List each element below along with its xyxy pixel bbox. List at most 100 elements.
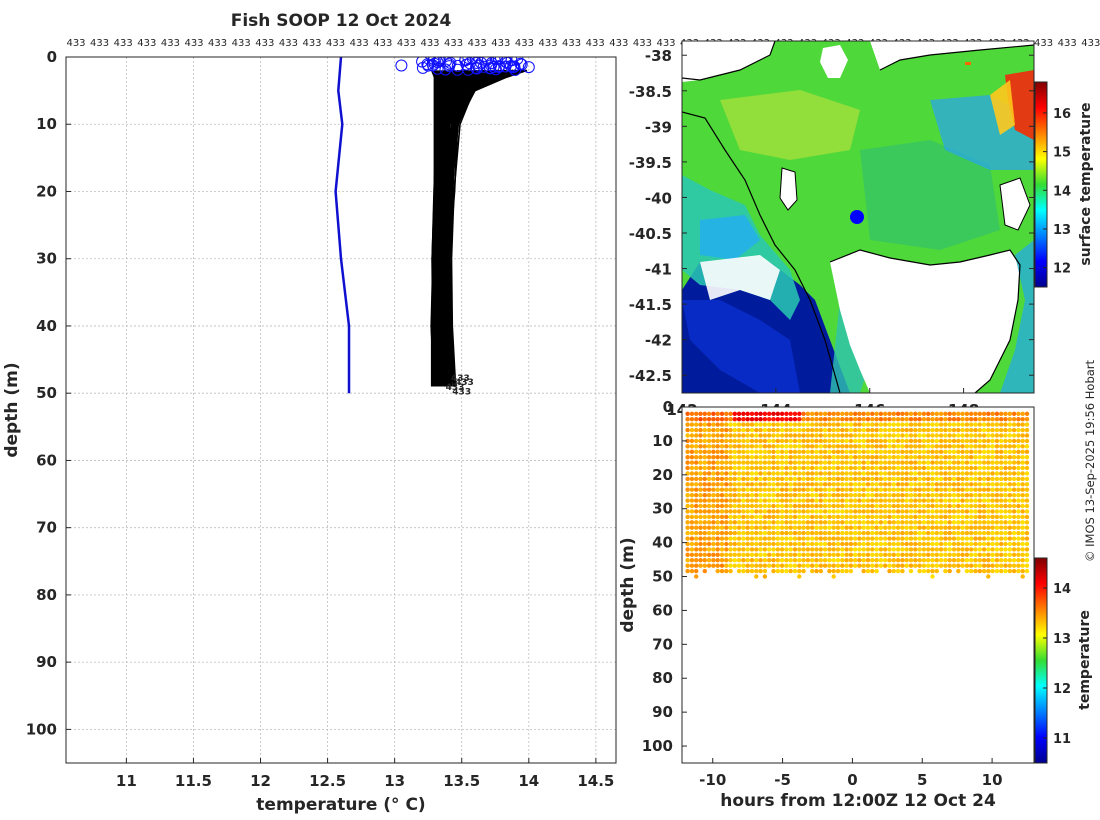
section-cell [736, 465, 742, 471]
section-cell [865, 552, 871, 557]
section-cell [728, 498, 733, 503]
section-cell [870, 552, 875, 557]
section-cell [689, 503, 695, 509]
section-cell [938, 417, 944, 422]
section-cell [900, 552, 905, 557]
section-cell [698, 530, 703, 536]
section-cell [973, 552, 978, 557]
section-cell [960, 427, 965, 433]
section-cell [711, 520, 716, 525]
section-cell [917, 520, 922, 525]
section-cell [926, 498, 931, 503]
section-cell [921, 471, 927, 476]
section-cell [1011, 487, 1017, 492]
section-cell [749, 525, 755, 530]
section-cell [827, 411, 832, 416]
section-cell [938, 460, 944, 465]
section-cell [771, 530, 776, 536]
section-cell [762, 509, 768, 514]
section-cell [724, 417, 729, 422]
section-cell [754, 509, 759, 514]
section-cell [870, 541, 875, 547]
section-cell [994, 568, 1000, 574]
section-cell [973, 449, 978, 454]
section-cell [930, 438, 935, 444]
section-cell [741, 471, 746, 476]
section-cell [835, 422, 841, 427]
section-cell [840, 427, 845, 433]
section-cell [934, 438, 939, 444]
section-cell [999, 498, 1004, 503]
profile-top-label: 433 [586, 38, 605, 49]
section-cell [749, 498, 755, 503]
section-cell [698, 476, 703, 482]
section-cell [1020, 422, 1025, 427]
section-cell [973, 455, 978, 460]
section-cell [986, 465, 991, 471]
section-cell [840, 541, 845, 547]
section-cell [736, 498, 742, 503]
section-cell [870, 455, 875, 460]
section-cell [801, 520, 806, 525]
section-cell [797, 530, 802, 536]
section-cell [1016, 547, 1021, 552]
section-cell [853, 465, 858, 471]
section-cell [797, 411, 802, 416]
section-cell [728, 493, 733, 498]
section-cell [719, 552, 725, 557]
section-cell [874, 476, 879, 482]
section-cell [694, 558, 699, 563]
profile-y-tick-label: 40 [36, 317, 57, 335]
section-cell [818, 568, 823, 574]
section-cell [689, 411, 695, 416]
section-cell [943, 433, 948, 438]
section-cell [943, 411, 948, 416]
section-cell [921, 444, 927, 449]
section-cell [784, 427, 789, 433]
section-cell [749, 465, 755, 471]
surface-marker [485, 59, 498, 72]
section-cell [956, 455, 961, 460]
section-cell [861, 520, 866, 525]
section-cell [908, 433, 914, 438]
section-cell [934, 411, 939, 416]
section-cell [728, 525, 733, 530]
section-cell [964, 471, 970, 476]
section-cell [999, 449, 1004, 454]
section-cell [848, 509, 854, 514]
section-cell [797, 563, 802, 568]
section-cell [947, 558, 952, 563]
section-cell [732, 411, 737, 416]
section-cell [951, 525, 957, 530]
section-cell [840, 563, 845, 568]
section-cell [771, 471, 776, 476]
section-cell [736, 422, 742, 427]
section-cell [788, 417, 793, 422]
section-cell [874, 411, 879, 416]
section-cell [694, 498, 699, 503]
section-cell [887, 530, 892, 536]
section-cell [689, 568, 695, 574]
section-cell [741, 449, 746, 454]
section-cell [1024, 547, 1030, 552]
section-cell [745, 568, 750, 574]
section-cell [990, 487, 995, 492]
section-cell [805, 449, 811, 454]
section-cell [844, 417, 849, 422]
section-cell [805, 563, 811, 568]
section-cell [900, 433, 905, 438]
section-cell [689, 525, 695, 530]
section-cell [956, 476, 961, 482]
section-cell [934, 427, 939, 433]
section-cell [861, 411, 866, 416]
section-cell [745, 503, 750, 509]
section-cell [848, 563, 854, 568]
section-cell [792, 417, 798, 422]
section-cell [981, 482, 987, 487]
section-cell [861, 541, 866, 547]
section-cell [822, 460, 828, 465]
section-cell [788, 525, 793, 530]
section-cell [969, 449, 974, 454]
section-cell [840, 465, 845, 471]
section-cell [921, 514, 927, 520]
